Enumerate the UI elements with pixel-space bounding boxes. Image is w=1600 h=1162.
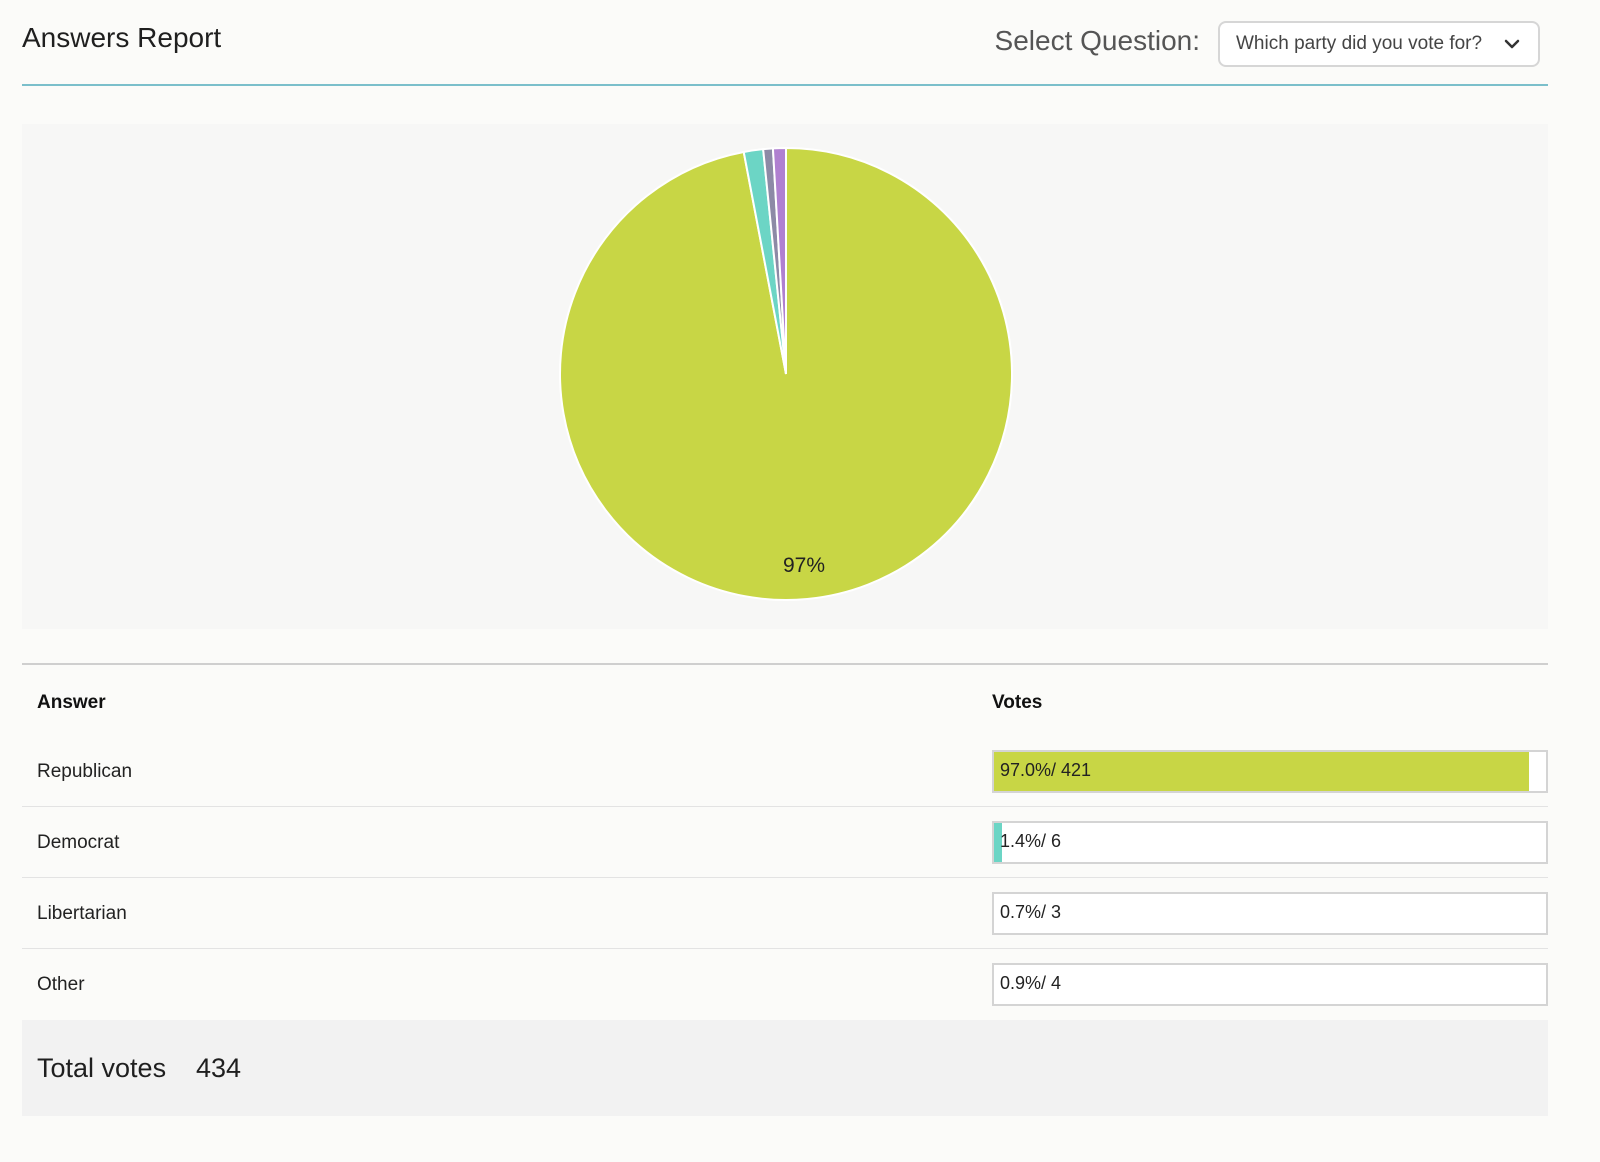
votes-column-header: Votes [992, 692, 1043, 713]
answer-label: Other [37, 974, 85, 995]
question-select[interactable]: Which party did you vote for? [1218, 21, 1540, 67]
answer-label: Democrat [37, 832, 120, 853]
vote-bar: 0.7%/ 3 [992, 892, 1548, 935]
section-divider [22, 663, 1548, 665]
answer-label: Republican [37, 761, 133, 782]
vote-bar: 97.0%/ 421 [992, 750, 1548, 793]
report-header: Answers Report Select Question: Which pa… [22, 0, 1548, 86]
vote-bar: 1.4%/ 6 [992, 821, 1548, 864]
vote-value-text: 97.0%/ 421 [1000, 760, 1092, 780]
answer-column-header: Answer [37, 692, 106, 713]
pie-slice-label: 97% [783, 554, 825, 577]
vote-bar-fill [994, 752, 1530, 791]
table-row: Other 0.9%/ 4 [22, 949, 1548, 1020]
table-row: Republican 97.0%/ 421 [22, 736, 1548, 807]
pie-chart-area: 97% [22, 124, 1548, 629]
question-select-value: Which party did you vote for? [1236, 33, 1483, 54]
pie-chart: 97% [559, 146, 1013, 601]
total-votes-box: Total votes 434 [22, 1020, 1548, 1116]
table-row: Libertarian 0.7%/ 3 [22, 878, 1548, 949]
table-header-row: Answer Votes [22, 666, 1548, 736]
total-votes-label: Total votes [37, 1053, 167, 1083]
vote-bar-fill [994, 823, 1002, 862]
answer-label: Libertarian [37, 903, 127, 924]
total-votes-value: 434 [196, 1053, 242, 1083]
table-row: Democrat 1.4%/ 6 [22, 807, 1548, 878]
page-title: Answers Report [22, 22, 222, 53]
vote-value-text: 1.4%/ 6 [1000, 831, 1062, 851]
select-question-label: Select Question: [994, 25, 1200, 56]
vote-bar: 0.9%/ 4 [992, 963, 1548, 1006]
vote-value-text: 0.9%/ 4 [1000, 973, 1062, 993]
vote-value-text: 0.7%/ 3 [1000, 902, 1062, 922]
answers-table: Answer Votes Republican 97.0%/ 421 Democra… [22, 666, 1548, 1020]
chevron-down-icon [1504, 39, 1520, 49]
pie-slice-other [771, 146, 787, 375]
